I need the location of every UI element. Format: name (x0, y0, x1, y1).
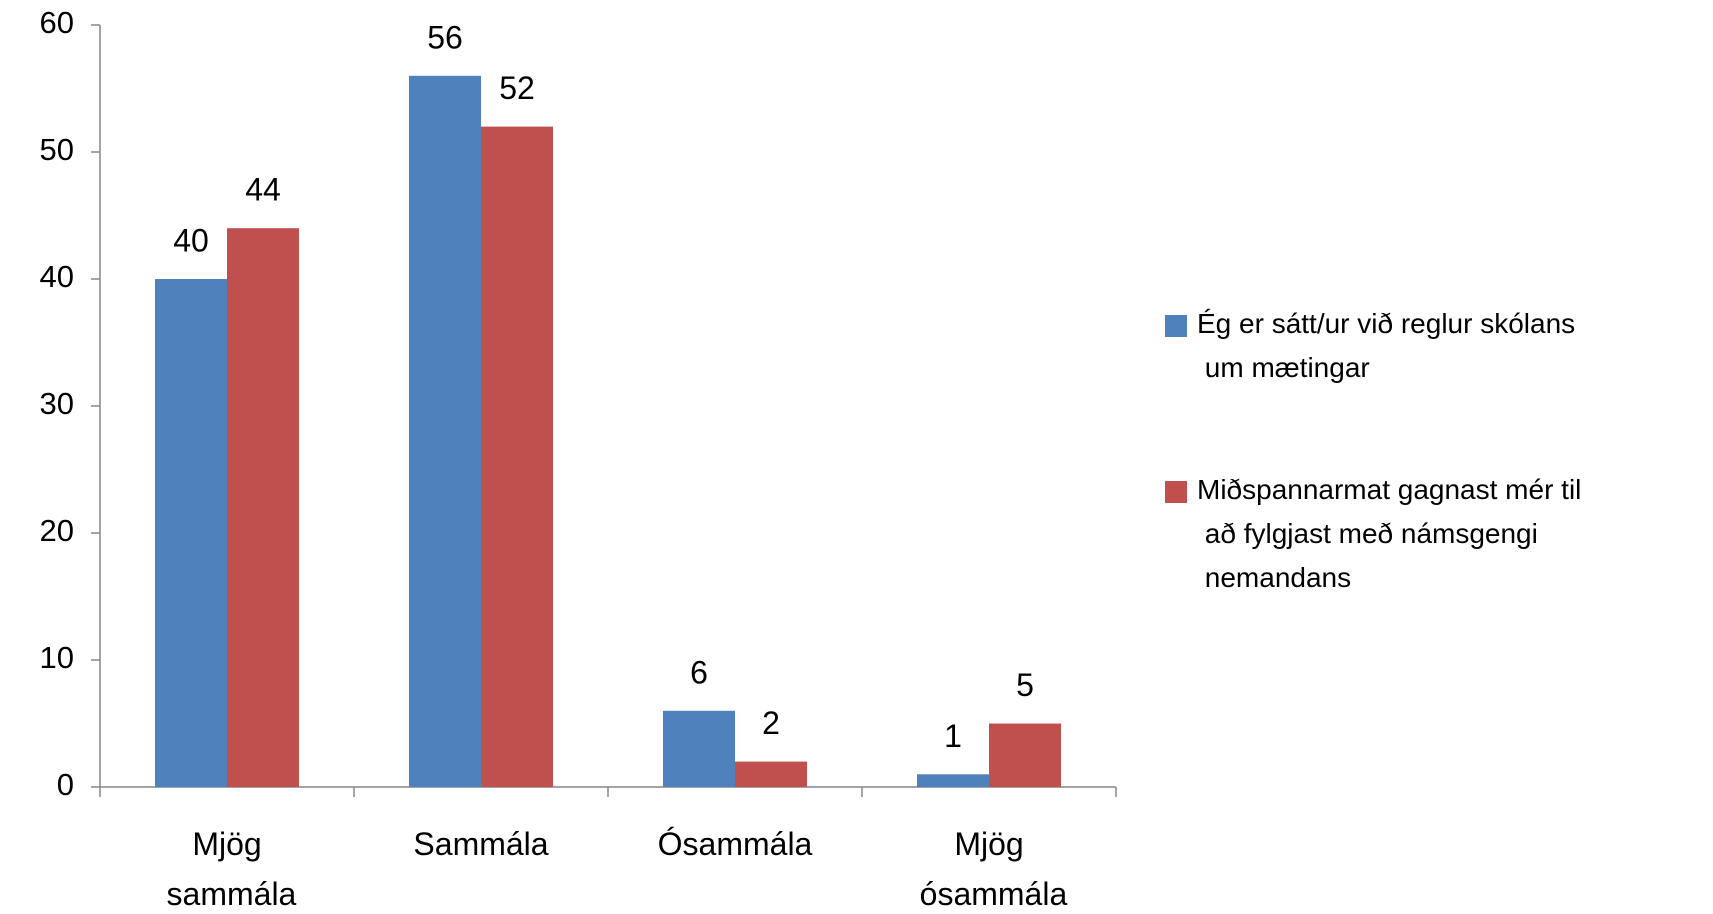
bar (481, 126, 553, 788)
legend-label: Miðspannarmat gagnast mér til að fylgjas… (1197, 474, 1581, 593)
data-label: 56 (427, 19, 463, 55)
data-label: 1 (944, 718, 962, 754)
data-label: 44 (245, 172, 281, 208)
bar (155, 279, 227, 787)
x-tick-label: Sammála (413, 826, 548, 862)
y-tick-label: 50 (40, 132, 74, 167)
bar (663, 710, 735, 787)
y-tick-label: 60 (40, 5, 74, 40)
y-tick-label: 40 (40, 259, 74, 294)
data-label: 6 (690, 654, 708, 690)
x-tick-label: Ósammála (658, 826, 813, 862)
bar (735, 761, 807, 787)
bar (227, 228, 299, 787)
legend-label: Ég er sátt/ur við reglur skólans um mæti… (1197, 308, 1575, 383)
bar (409, 75, 481, 788)
y-tick-label: 0 (57, 767, 74, 802)
data-label: 5 (1016, 667, 1034, 703)
bar (917, 774, 989, 787)
x-tick-label: Mjög sammála (158, 826, 297, 912)
x-tick-label: Mjög ósammála (911, 826, 1068, 912)
data-label: 2 (762, 705, 780, 741)
y-tick-label: 30 (40, 386, 74, 421)
legend-swatch (1165, 481, 1187, 503)
legend-swatch (1165, 315, 1187, 337)
data-label: 52 (499, 70, 535, 106)
y-tick-label: 20 (40, 513, 74, 548)
y-tick-label: 10 (40, 640, 74, 675)
bar (989, 723, 1061, 787)
data-label: 40 (173, 222, 209, 258)
